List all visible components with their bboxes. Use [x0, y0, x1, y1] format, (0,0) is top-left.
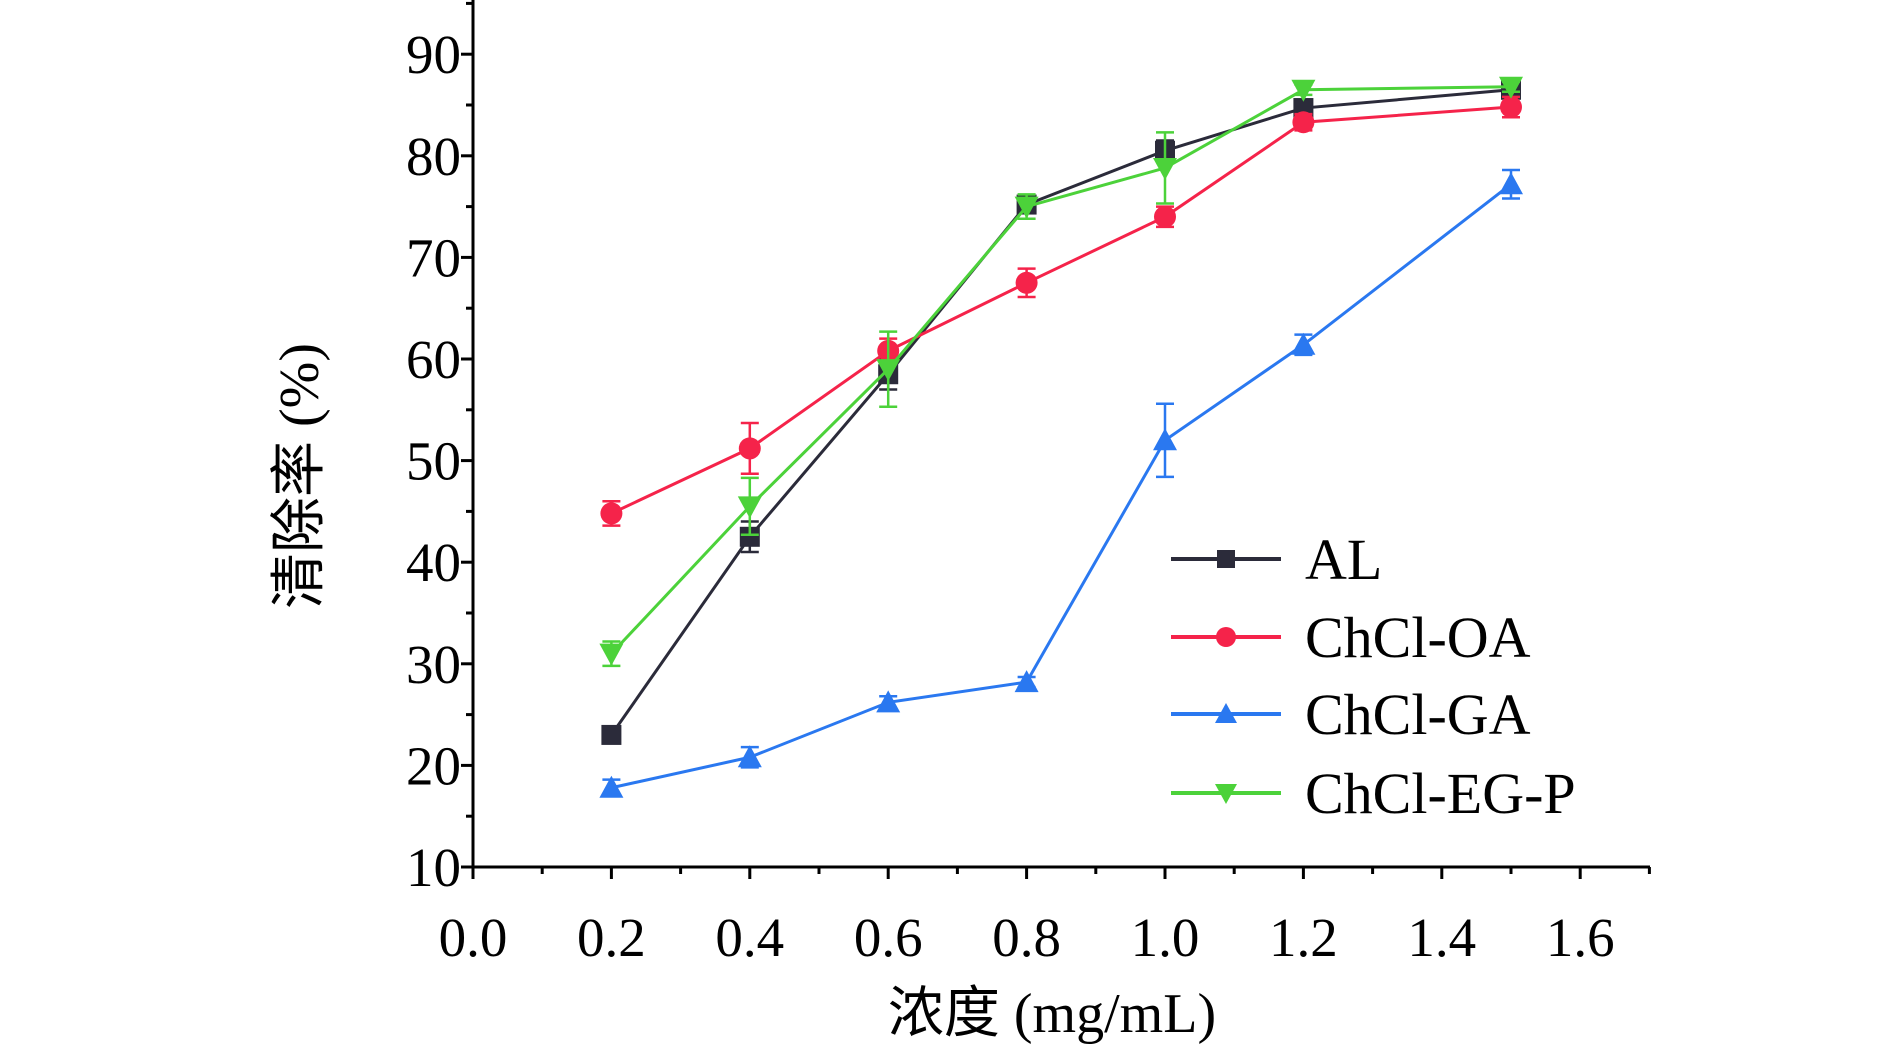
legend-label: ChCl-GA — [1305, 682, 1531, 747]
marker-triangle-up — [1014, 670, 1039, 693]
legend-item: ChCl-GA — [1171, 682, 1531, 747]
y-tick-label: 30 — [406, 634, 461, 695]
x-tick-label: 0.8 — [992, 907, 1061, 968]
legend-item: ChCl-EG-P — [1171, 761, 1576, 826]
x-tick-label: 0.2 — [577, 907, 646, 968]
x-tick-label: 1.4 — [1407, 907, 1476, 968]
legend-item: AL — [1171, 527, 1382, 592]
marker-triangle-down — [737, 496, 762, 519]
marker-square — [601, 724, 622, 745]
marker-triangle-down — [1499, 76, 1523, 99]
marker-triangle-up — [737, 745, 762, 768]
y-tick-label: 10 — [406, 837, 461, 898]
y-tick-label: 20 — [406, 735, 461, 796]
legend-label: AL — [1305, 527, 1382, 592]
marker-square — [1217, 550, 1235, 568]
marker-circle — [600, 502, 623, 525]
y-tick-label: 80 — [406, 126, 461, 187]
marker-triangle-up — [1499, 172, 1523, 195]
series-group — [599, 76, 1523, 798]
x-tick-label: 1.6 — [1546, 907, 1615, 968]
x-tick-label: 1.2 — [1269, 907, 1338, 968]
marker-triangle-down — [1014, 196, 1039, 219]
marker-circle — [1015, 271, 1038, 294]
x-tick-label: 0.6 — [854, 907, 923, 968]
x-axis-label: 浓度 (mg/mL) — [888, 983, 1216, 1044]
y-tick-label: 60 — [406, 329, 461, 390]
marker-triangle-up — [1153, 428, 1177, 451]
marker-triangle-down — [1291, 79, 1316, 102]
series-chcl-oa — [600, 95, 1522, 527]
legend-label: ChCl-OA — [1305, 605, 1531, 670]
series-chcl-eg-p — [599, 76, 1523, 668]
axes: 10 20 30 40 50 60 70 80 90 0.0 0.2 0.4 0.6 0.8 1.0 1.2 1… — [406, 0, 1651, 968]
x-tick-label: 0.0 — [439, 907, 508, 968]
legend-label: ChCl-EG-P — [1305, 761, 1576, 826]
marker-triangle-down — [876, 359, 901, 382]
marker-triangle-down — [1153, 157, 1177, 180]
marker-circle — [1292, 111, 1315, 134]
marker-square — [739, 526, 760, 547]
legend-item: ChCl-OA — [1171, 605, 1531, 670]
marker-circle — [1216, 627, 1236, 647]
y-tick-label: 40 — [406, 532, 461, 593]
series-chcl-ga — [599, 168, 1523, 798]
y-tick-label: 50 — [406, 431, 461, 492]
marker-circle — [738, 437, 761, 460]
marker-triangle-up — [1291, 332, 1316, 355]
y-axis-label: 清除率 (%) — [269, 343, 331, 609]
marker-triangle-down — [1215, 784, 1237, 804]
y-tick-label: 90 — [406, 24, 461, 85]
marker-circle — [1500, 96, 1522, 119]
marker-triangle-up — [1215, 703, 1237, 723]
marker-circle — [1154, 205, 1176, 228]
marker-triangle-up — [876, 690, 901, 713]
x-tick-label: 0.4 — [715, 907, 784, 968]
marker-triangle-down — [599, 643, 624, 666]
x-tick-label: 1.0 — [1131, 907, 1200, 968]
legend: AL ChCl-OA ChCl-GA ChCl-EG-P — [1171, 527, 1576, 826]
marker-triangle-up — [599, 775, 624, 798]
y-tick-label: 70 — [406, 227, 461, 288]
